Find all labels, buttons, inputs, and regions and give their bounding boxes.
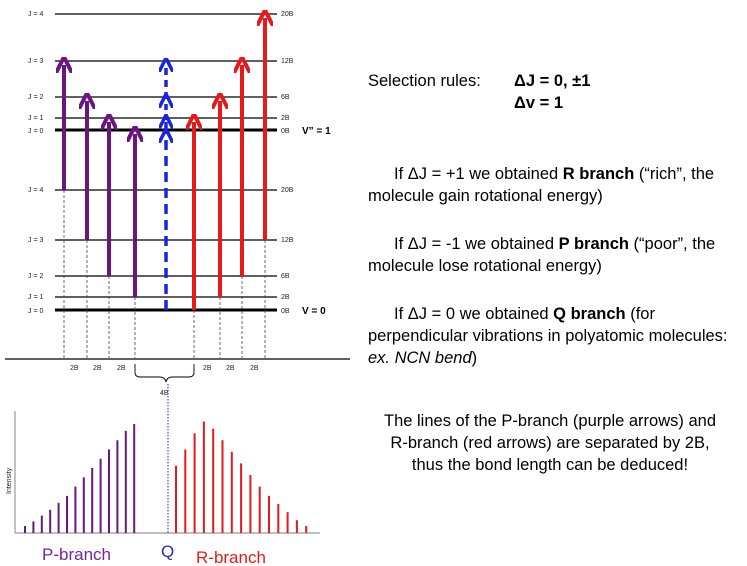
vib-lower-label: V = 0 — [302, 306, 326, 317]
upper-e12-label: 12B — [281, 58, 294, 65]
spacing-label-3: 2B — [117, 365, 126, 372]
selection-rules: Selection rules: ΔJ = 0, ±1 Δv = 1 — [368, 70, 590, 114]
gap-label: 4B — [160, 390, 169, 397]
p-branch-paragraph: If ΔJ = -1 we obtained P branch (“poor”,… — [368, 233, 740, 277]
conclusion-paragraph: The lines of the P-branch (purple arrows… — [384, 412, 716, 474]
lower-j1-label: J = 1 — [28, 294, 43, 301]
lower-e2-label: 2B — [281, 294, 290, 301]
r-branch-spectrum-lines — [175, 421, 308, 533]
spacing-label-4: 2B — [203, 365, 212, 372]
upper-j0-label: J = 0 — [28, 128, 43, 135]
r-branch-label: R-branch — [196, 548, 266, 566]
upper-j4-label: J = 4 — [28, 11, 43, 18]
lower-e20-label: 20B — [281, 187, 294, 194]
upper-j3-label: J = 3 — [28, 58, 43, 65]
spacing-label-6: 2B — [250, 365, 259, 372]
lower-j4-label: J = 4 — [28, 187, 43, 194]
q-branch-text-pre: If ΔJ = 0 we obtained — [394, 305, 554, 323]
spacing-label-1: 2B — [70, 365, 79, 372]
upper-e0-label: 0B — [281, 128, 290, 135]
p-branch-spectrum-lines — [24, 423, 136, 533]
gap-brace — [134, 364, 195, 383]
p-branch-term: P branch — [558, 235, 629, 253]
q-branch-paragraph: If ΔJ = 0 we obtained Q branch (for perp… — [368, 303, 740, 369]
p-branch-arrows — [64, 65, 135, 297]
lower-e6-label: 6B — [281, 273, 290, 280]
q-branch-text-mid: (for perpendicular vibrations in polyato… — [368, 305, 728, 345]
q-branch-text-post: ) — [471, 349, 478, 367]
lower-e0-label: 0B — [281, 308, 290, 315]
r-branch-term: R branch — [562, 165, 635, 183]
q-branch-term: Q branch — [553, 305, 626, 323]
p-branch-text-post: (“poor”, the molecule lose rotational en… — [368, 235, 716, 275]
lower-e12-label: 12B — [281, 237, 294, 244]
q-label: Q — [161, 542, 174, 561]
upper-j1-label: J = 1 — [28, 115, 43, 122]
lower-j3-label: J = 3 — [28, 237, 43, 244]
r-branch-arrows — [194, 18, 265, 310]
p-branch-label: P-branch — [42, 545, 111, 564]
spacing-label-2: 2B — [93, 365, 102, 372]
selection-rule-dj: ΔJ = 0, ±1 — [514, 72, 591, 90]
vib-upper-label: V” = 1 — [302, 126, 331, 137]
upper-e2-label: 2B — [281, 115, 290, 122]
q-branch-example: ex. NCN bend — [368, 349, 472, 367]
upper-j2-label: J = 2 — [28, 94, 43, 101]
upper-e6-label: 6B — [281, 94, 290, 101]
selection-rules-label: Selection rules: — [368, 72, 481, 90]
p-branch-text-pre: If ΔJ = -1 we obtained — [394, 235, 559, 253]
selection-rule-dv: Δv = 1 — [514, 94, 564, 112]
energy-level-diagram: J = 4 J = 3 J = 2 J = 1 J = 0 20B 12B 6B… — [5, 0, 350, 566]
r-branch-paragraph: If ΔJ = +1 we obtained R branch (“rich”,… — [368, 163, 740, 207]
dashed-guides — [63, 190, 266, 358]
r-branch-text-pre: If ΔJ = +1 we obtained — [394, 165, 563, 183]
lower-j2-label: J = 2 — [28, 273, 43, 280]
lower-j0-label: J = 0 — [28, 308, 43, 315]
spacing-label-5: 2B — [226, 365, 235, 372]
r-branch-text-post: (“rich”, the molecule gain rotational en… — [368, 165, 715, 205]
upper-e20-label: 20B — [281, 11, 294, 18]
spectrum-ylabel: Intensity — [6, 467, 13, 494]
